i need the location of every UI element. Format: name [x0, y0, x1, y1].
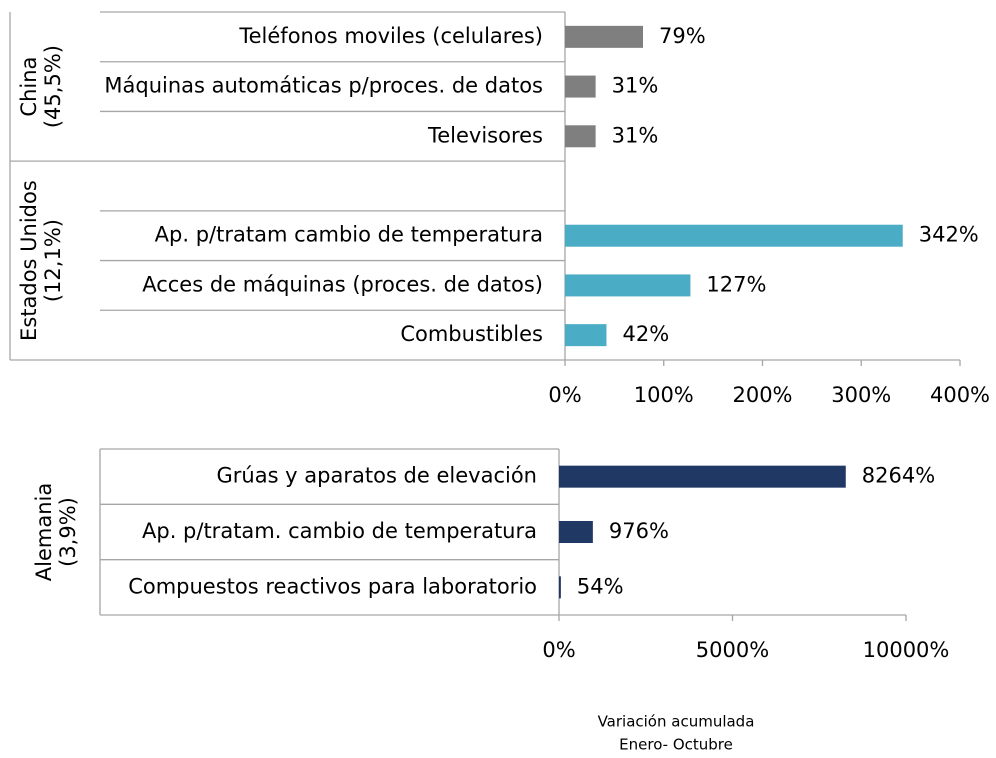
- bar: [559, 576, 561, 599]
- bar: [559, 521, 593, 543]
- value-label: 31%: [612, 74, 659, 98]
- category-label: Combustibles: [400, 322, 543, 346]
- value-label: 976%: [609, 519, 669, 543]
- category-label: Ap. p/tratam cambio de temperatura: [155, 223, 543, 247]
- value-label: 127%: [706, 272, 766, 296]
- category-label: Ap. p/tratam. cambio de temperatura: [142, 519, 537, 543]
- group-label: Estados Unidos: [17, 180, 41, 341]
- value-label: 54%: [577, 574, 624, 598]
- bar: [565, 75, 596, 98]
- bar: [559, 465, 846, 488]
- x-tick-label: 0%: [548, 383, 581, 407]
- bar: [565, 274, 691, 297]
- value-label: 8264%: [862, 464, 935, 488]
- category-label: Teléfonos moviles (celulares): [238, 24, 543, 48]
- group-label: (45,5%): [41, 45, 65, 128]
- bar: [565, 25, 644, 48]
- x-axis-label: Enero- Octubre: [619, 736, 733, 754]
- value-label: 342%: [919, 223, 979, 247]
- x-tick-label: 100%: [634, 383, 694, 407]
- x-tick-label: 0%: [542, 638, 575, 662]
- x-tick-label: 400%: [930, 383, 990, 407]
- category-label: Grúas y aparatos de elevación: [216, 464, 537, 488]
- group-label: (3,9%): [56, 497, 80, 567]
- x-tick-label: 300%: [831, 383, 891, 407]
- bar: [565, 125, 596, 148]
- category-label: Compuestos reactivos para laboratorio: [128, 574, 537, 598]
- category-label: Acces de máquinas (proces. de datos): [142, 272, 543, 296]
- x-tick-label: 5000%: [696, 638, 769, 662]
- x-axis-label: Variación acumulada: [598, 713, 755, 731]
- value-label: 31%: [612, 123, 659, 147]
- x-tick-label: 200%: [732, 383, 792, 407]
- value-label: 79%: [659, 24, 706, 48]
- value-label: 42%: [622, 322, 669, 346]
- x-tick-label: 10000%: [863, 638, 950, 662]
- group-label: China: [17, 57, 41, 117]
- bar: [565, 224, 903, 247]
- category-label: Máquinas automáticas p/proces. de datos: [104, 74, 543, 98]
- bar: [565, 324, 607, 347]
- category-label: Televisores: [427, 123, 543, 147]
- group-label: Alemania: [32, 483, 56, 581]
- group-label: (12,1%): [41, 219, 65, 302]
